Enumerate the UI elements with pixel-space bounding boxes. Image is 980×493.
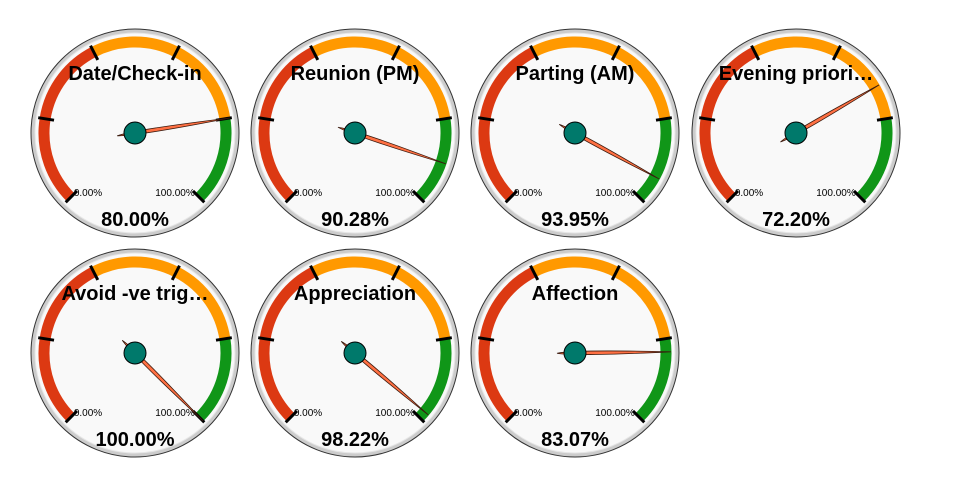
gauge-tick [631,409,646,424]
gauge-2: Reunion (PM) 0.00% 100.00% 90.28% [250,28,460,238]
gauge-min-label: 0.00% [294,188,322,199]
gauge-tick [37,116,55,122]
gauge-max-label: 100.00% [595,408,635,419]
gauge-hub [784,121,808,145]
gauge-band-3 [195,117,232,202]
gauge-title: Parting (AM) [516,63,635,85]
gauge-band-3 [635,337,672,422]
gauge-title: Date/Check-in [68,63,201,85]
gauge-tick [64,189,79,204]
gauge-tick [309,45,320,61]
gauge-tick [655,116,673,122]
gauge-tick [257,336,275,342]
gauge-tick [390,45,401,61]
gauge-3: Parting (AM) 0.00% 100.00% 93.95% [470,28,680,238]
gauge-band-3 [635,117,672,202]
gauge-band-3 [195,337,232,422]
gauge-tick [435,336,453,342]
gauge-tick [655,336,673,342]
gauge-tick [610,45,621,61]
gauge-title: Avoid -ve trig… [61,283,208,305]
gauge-title: Reunion (PM) [291,63,420,85]
gauge-min-label: 0.00% [74,188,102,199]
gauge-value-label: 90.28% [321,209,389,231]
gauge-value-label: 80.00% [101,209,169,231]
gauge-max-label: 100.00% [595,188,635,199]
gauge-value-label: 72.20% [762,209,830,231]
gauge-tick [390,265,401,281]
gauge-value-label: 100.00% [96,429,175,451]
gauge-tick [411,189,426,204]
gauge-value-label: 98.22% [321,429,389,451]
gauge-tick [529,265,540,281]
gauge-5: Avoid -ve trig… 0.00% 100.00% 100.00% [30,248,240,458]
gauge-1: Date/Check-in 0.00% 100.00% 80.00% [30,28,240,238]
gauge-tick [529,45,540,61]
gauge-max-label: 100.00% [155,408,195,419]
gauge-hub [563,121,587,145]
gauge-7: Affection 0.00% 100.00% 83.07% [470,248,680,458]
gauge-title: Affection [532,283,619,305]
gauge-tick [170,45,181,61]
gauge-tick [750,45,761,61]
gauge-band-3 [856,117,893,202]
gauge-tick [89,45,100,61]
gauge-tick [215,336,233,342]
gauge-min-label: 0.00% [735,188,763,199]
gauge-min-label: 0.00% [74,408,102,419]
gauge-max-label: 100.00% [375,188,415,199]
gauge-4: Evening priori… 0.00% 100.00% 72.20% [691,28,901,238]
gauge-band-3 [415,337,452,422]
gauge-tick [477,336,495,342]
gauge-tick [284,189,299,204]
gauge-tick [698,116,716,122]
gauge-tick [89,265,100,281]
gauge-hub [563,341,587,365]
gauge-tick [435,116,453,122]
gauge-tick [411,409,426,424]
gauge-max-label: 100.00% [155,188,195,199]
gauge-tick [309,265,320,281]
gauge-title: Appreciation [294,283,416,305]
gauge-hub [343,341,367,365]
gauge-tick [477,116,495,122]
gauge-hub [343,121,367,145]
gauge-tick [257,116,275,122]
gauge-value-label: 83.07% [541,429,609,451]
gauge-hub [123,121,147,145]
gauge-title: Evening priori… [719,63,873,85]
gauge-tick [170,265,181,281]
gauge-tick [504,189,519,204]
gauge-tick [610,265,621,281]
gauge-value-label: 93.95% [541,209,609,231]
gauge-tick [284,409,299,424]
gauge-tick [64,409,79,424]
gauge-min-label: 0.00% [514,408,542,419]
gauge-tick [191,189,206,204]
gauge-tick [725,189,740,204]
gauge-min-label: 0.00% [294,408,322,419]
gauge-tick [631,189,646,204]
gauge-tick [37,336,55,342]
gauge-tick [504,409,519,424]
gauge-max-label: 100.00% [816,188,856,199]
gauge-tick [852,189,867,204]
gauge-tick [876,116,894,122]
gauge-min-label: 0.00% [514,188,542,199]
gauge-tick [831,45,842,61]
gauge-max-label: 100.00% [375,408,415,419]
gauge-6: Appreciation 0.00% 100.00% 98.22% [250,248,460,458]
gauge-hub [123,341,147,365]
gauge-band-3 [415,117,452,202]
